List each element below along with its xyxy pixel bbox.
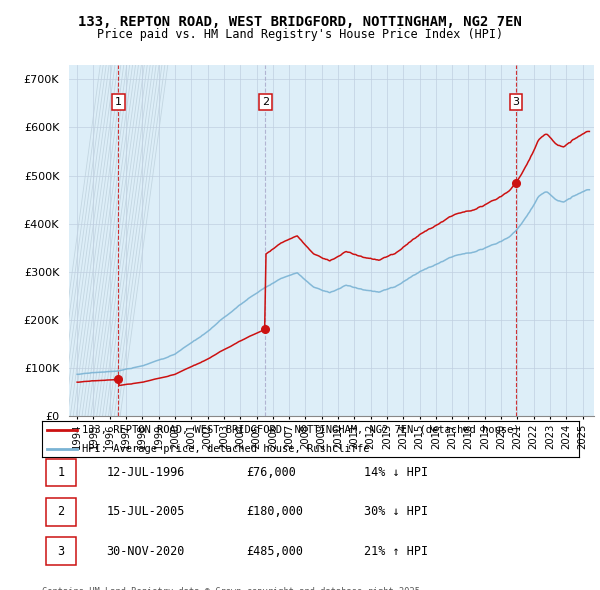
Text: £180,000: £180,000 [246,505,303,518]
Text: 133, REPTON ROAD, WEST BRIDGFORD, NOTTINGHAM, NG2 7EN (detached house): 133, REPTON ROAD, WEST BRIDGFORD, NOTTIN… [82,425,520,435]
Text: 12-JUL-1996: 12-JUL-1996 [106,466,185,479]
FancyBboxPatch shape [46,537,76,565]
Text: 30-NOV-2020: 30-NOV-2020 [106,545,185,558]
FancyBboxPatch shape [46,498,76,526]
FancyBboxPatch shape [46,458,76,486]
Text: 2: 2 [58,505,65,518]
Text: 15-JUL-2005: 15-JUL-2005 [106,505,185,518]
Text: 1: 1 [115,97,122,107]
Text: £485,000: £485,000 [246,545,303,558]
Text: 21% ↑ HPI: 21% ↑ HPI [364,545,428,558]
Text: 3: 3 [58,545,65,558]
Text: Price paid vs. HM Land Registry's House Price Index (HPI): Price paid vs. HM Land Registry's House … [97,28,503,41]
Text: 3: 3 [512,97,520,107]
Text: 30% ↓ HPI: 30% ↓ HPI [364,505,428,518]
Text: 14% ↓ HPI: 14% ↓ HPI [364,466,428,479]
Text: 1: 1 [58,466,65,479]
Text: £76,000: £76,000 [246,466,296,479]
Text: 133, REPTON ROAD, WEST BRIDGFORD, NOTTINGHAM, NG2 7EN: 133, REPTON ROAD, WEST BRIDGFORD, NOTTIN… [78,15,522,29]
Text: Contains HM Land Registry data © Crown copyright and database right 2025.
This d: Contains HM Land Registry data © Crown c… [42,586,425,590]
Text: HPI: Average price, detached house, Rushcliffe: HPI: Average price, detached house, Rush… [82,444,370,454]
Text: 2: 2 [262,97,269,107]
